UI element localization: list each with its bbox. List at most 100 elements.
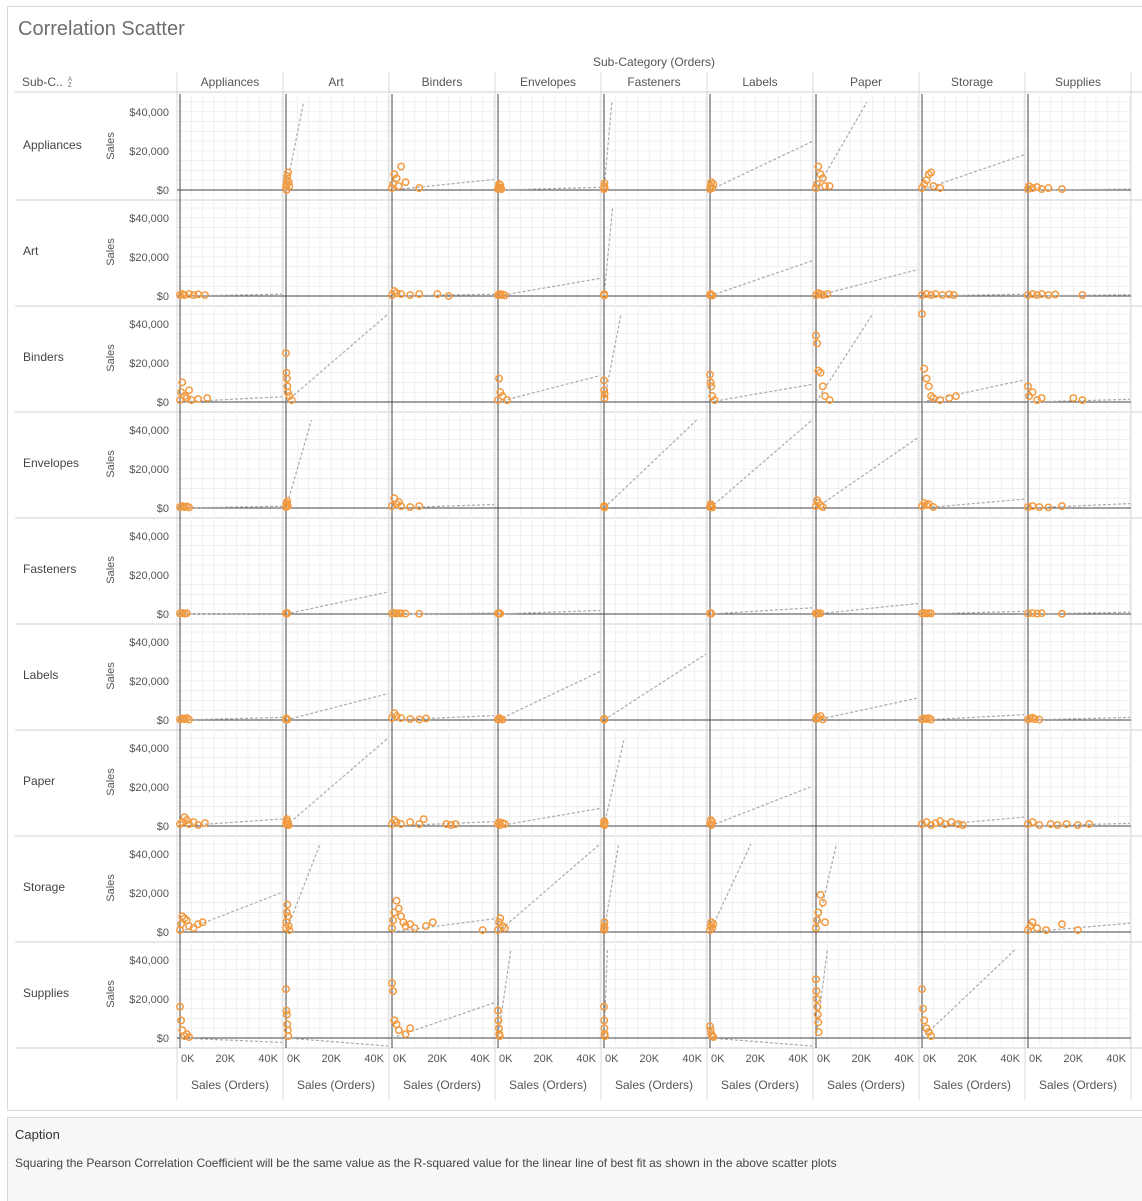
trend-line-supplies-vs-labels (710, 1038, 812, 1046)
y-tick-label: $40,000 (129, 531, 169, 543)
x-tick-label: 40K (682, 1053, 702, 1065)
x-tick-label: 20K (852, 1053, 872, 1065)
caption-title: Caption (15, 1127, 60, 1142)
x-tick-label: 40K (894, 1053, 914, 1065)
x-axis-label: Sales (Orders) (191, 1078, 269, 1092)
y-tick-label: $20,000 (129, 252, 169, 264)
sort-alpha-icon[interactable]: AZ (68, 77, 72, 89)
trend-line-fasteners-vs-paper (816, 603, 918, 614)
trend-line-labels-vs-art (286, 694, 388, 720)
x-axis-label: Sales (Orders) (403, 1078, 481, 1092)
y-tick-label: $20,000 (129, 570, 169, 582)
trend-line-art-vs-labels (710, 261, 812, 296)
y-tick-label: $0 (157, 715, 169, 727)
trend-line-fasteners-vs-art (286, 592, 388, 614)
x-tick-label: 0K (923, 1053, 937, 1065)
x-tick-label: 20K (322, 1053, 342, 1065)
row-label-paper: Paper (23, 774, 55, 788)
row-label-storage: Storage (23, 880, 65, 894)
column-label-fasteners: Fasteners (627, 75, 680, 89)
row-label-binders: Binders (23, 350, 64, 364)
x-tick-label: 20K (428, 1053, 448, 1065)
y-axis-label: Sales (105, 344, 117, 372)
x-axis-label: Sales (Orders) (509, 1078, 587, 1092)
column-label-appliances: Appliances (201, 75, 260, 89)
column-header-title: Sub-Category (Orders) (593, 55, 715, 69)
data-point-storage-vs-binders (396, 905, 402, 911)
y-tick-label: $0 (157, 1033, 169, 1045)
trend-line-paper-vs-fasteners (604, 738, 624, 826)
x-tick-label: 0K (181, 1053, 195, 1065)
x-axis-label: Sales (Orders) (721, 1078, 799, 1092)
row-label-envelopes: Envelopes (23, 456, 79, 470)
x-tick-label: 0K (499, 1053, 513, 1065)
x-tick-label: 40K (258, 1053, 278, 1065)
y-tick-label: $0 (157, 185, 169, 197)
y-tick-label: $0 (157, 397, 169, 409)
row-label-labels: Labels (23, 668, 58, 682)
x-axis-label: Sales (Orders) (297, 1078, 375, 1092)
y-tick-label: $40,000 (129, 955, 169, 967)
trend-line-paper-vs-envelopes (498, 808, 600, 826)
x-tick-label: 20K (534, 1053, 554, 1065)
y-tick-label: $20,000 (129, 676, 169, 688)
data-point-binders-vs-storage (926, 383, 932, 389)
x-tick-label: 40K (1000, 1053, 1020, 1065)
trend-line-envelopes-vs-supplies (1028, 504, 1130, 508)
trend-line-labels-vs-envelopes (498, 672, 600, 720)
trend-line-supplies-vs-storage (922, 950, 1015, 1038)
trend-line-storage-vs-envelopes (498, 844, 600, 932)
trend-line-envelopes-vs-fasteners (604, 420, 697, 508)
x-tick-label: 40K (364, 1053, 384, 1065)
y-axis-label: Sales (105, 450, 117, 478)
trend-line-envelopes-vs-paper (816, 438, 918, 508)
y-tick-label: $40,000 (129, 425, 169, 437)
data-point-binders-vs-envelopes (496, 375, 502, 381)
data-point-paper-vs-storage (948, 819, 954, 825)
row-label-appliances: Appliances (23, 138, 82, 152)
trend-line-labels-vs-paper (816, 698, 918, 720)
y-tick-label: $40,000 (129, 319, 169, 331)
y-tick-label: $40,000 (129, 637, 169, 649)
y-tick-label: $40,000 (129, 743, 169, 755)
x-tick-label: 40K (470, 1053, 490, 1065)
y-tick-label: $20,000 (129, 994, 169, 1006)
data-point-art-vs-supplies (1052, 291, 1058, 297)
y-axis-label: Sales (105, 874, 117, 902)
x-tick-label: 20K (958, 1053, 978, 1065)
trend-line-envelopes-vs-labels (710, 420, 812, 508)
trend-line-supplies-vs-art (286, 1038, 388, 1046)
trend-line-appliances-vs-labels (710, 142, 812, 190)
trend-line-fasteners-vs-labels (710, 608, 812, 614)
trend-line-binders-vs-labels (710, 384, 812, 402)
trend-line-envelopes-vs-storage (922, 499, 1024, 508)
trend-line-fasteners-vs-envelopes (498, 610, 600, 614)
y-axis-label: Sales (105, 768, 117, 796)
y-tick-label: $20,000 (129, 146, 169, 158)
y-axis-label: Sales (105, 556, 117, 584)
trend-line-envelopes-vs-art (286, 420, 312, 508)
x-tick-label: 20K (746, 1053, 766, 1065)
y-tick-label: $20,000 (129, 358, 169, 370)
trend-line-appliances-vs-storage (922, 155, 1024, 190)
x-tick-label: 40K (1106, 1053, 1126, 1065)
trend-line-binders-vs-art (286, 314, 388, 402)
trend-line-art-vs-envelopes (498, 278, 600, 296)
column-label-labels: Labels (742, 75, 777, 89)
x-tick-label: 0K (393, 1053, 407, 1065)
x-axis-label: Sales (Orders) (1039, 1078, 1117, 1092)
row-label-fasteners: Fasteners (23, 562, 76, 576)
trend-line-supplies-vs-binders (392, 1003, 494, 1038)
trend-line-paper-vs-art (286, 738, 388, 826)
svg-text:Z: Z (68, 83, 72, 89)
y-tick-label: $20,000 (129, 888, 169, 900)
data-point-binders-vs-storage (923, 375, 929, 381)
column-label-paper: Paper (850, 75, 882, 89)
trend-line-labels-vs-storage (922, 715, 1024, 720)
trend-line-appliances-vs-fasteners (604, 102, 612, 190)
data-point-binders-vs-paper (820, 383, 826, 389)
x-tick-label: 20K (216, 1053, 236, 1065)
column-label-art: Art (328, 75, 344, 89)
y-tick-label: $40,000 (129, 107, 169, 119)
